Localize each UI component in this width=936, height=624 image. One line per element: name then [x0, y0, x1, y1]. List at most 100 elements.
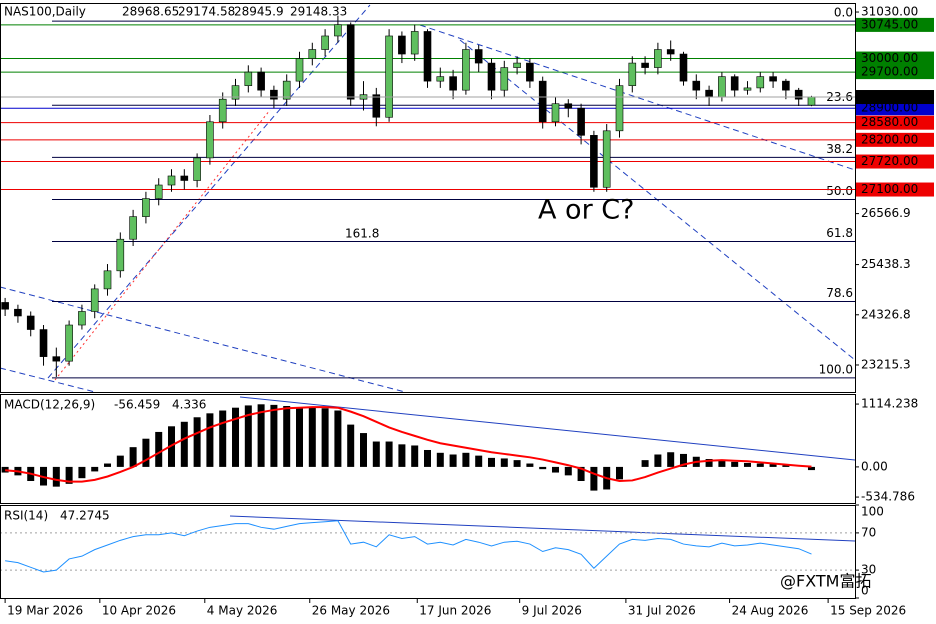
macd-bar — [615, 466, 623, 480]
x-tick-label: 17 Jun 2026 — [419, 604, 491, 618]
macd-bar — [180, 421, 188, 467]
macd-bar — [193, 417, 201, 467]
trend-line — [47, 4, 371, 379]
macd-bar — [257, 404, 265, 467]
level-label: 27100.00 — [861, 182, 918, 196]
level-box — [856, 154, 934, 169]
macd-bar — [334, 410, 342, 467]
macd-bar — [539, 466, 547, 470]
candle-body — [231, 85, 240, 100]
x-tick-label: 15 Sep 2026 — [830, 604, 906, 618]
candle-body — [513, 62, 521, 68]
plot-area: 31030.00 26566.9 25438.3 24326.8 23215.3 0.0 2… — [0, 5, 934, 618]
candle-body — [730, 76, 739, 91]
candle-body — [615, 85, 624, 132]
macd-bar — [667, 452, 675, 467]
signal-line — [5, 406, 812, 483]
candle-body — [180, 175, 189, 181]
candle-body — [756, 76, 765, 89]
candle-body — [654, 49, 662, 68]
level-label: 30745.00 — [861, 17, 918, 31]
candle-body — [282, 80, 291, 100]
candle-body — [769, 76, 777, 82]
header-high: 29174.58 — [178, 5, 235, 19]
macd-bar — [551, 466, 559, 473]
y-tick-label: -534.786 — [861, 490, 915, 504]
macd-bar — [155, 431, 163, 467]
annotation: A or C? — [538, 195, 634, 226]
candle-body — [39, 329, 48, 357]
rsi-title: RSI(14) — [4, 509, 48, 523]
candle-body — [398, 35, 406, 55]
candle-body — [551, 103, 560, 123]
candle-body — [462, 49, 470, 91]
macd-bar — [372, 441, 380, 467]
macd-bar — [360, 433, 368, 467]
y-tick-label: 23215.3 — [861, 357, 911, 371]
candle-body — [244, 71, 253, 86]
candle-body — [602, 130, 611, 188]
candle-body — [103, 270, 112, 290]
y-tick-label: 26566.9 — [861, 206, 911, 220]
macd-bar — [743, 462, 751, 467]
y-tick-label: 0 — [861, 584, 869, 598]
candle-body — [743, 87, 752, 91]
x-tick-label: 24 Aug 2026 — [732, 604, 809, 618]
fib-label: 61.8 — [826, 226, 853, 240]
y-tick-label: 0.00 — [861, 459, 888, 473]
candle-body — [410, 31, 419, 55]
candle-body — [666, 49, 675, 55]
header-low: 28945.9 — [234, 5, 284, 19]
macd-panel-frame — [0, 394, 856, 504]
candle-body — [218, 98, 227, 123]
level-label: 28900.00 — [861, 101, 918, 115]
y-tick-label: 100 — [861, 505, 884, 519]
macd-bar — [475, 455, 483, 467]
level-label: 30000.00 — [861, 51, 918, 65]
candle-body — [167, 175, 176, 186]
macd-bar — [283, 405, 291, 467]
fib-label: 0.0 — [834, 6, 853, 20]
candle-body — [807, 96, 816, 106]
macd-bar — [270, 404, 278, 467]
macd-bar — [487, 457, 495, 467]
macd-bar — [219, 410, 227, 467]
macd-bar — [142, 438, 150, 467]
candle-body — [321, 35, 329, 50]
candle-body — [449, 76, 457, 91]
level-box — [856, 182, 934, 197]
candle-body — [129, 216, 137, 240]
macd-bar — [232, 407, 240, 467]
macd-bar — [641, 460, 649, 467]
macd-bar — [782, 465, 790, 467]
macd-bar — [104, 463, 112, 467]
trend-line — [0, 367, 96, 393]
macd-bar — [756, 463, 764, 467]
candle-body — [718, 76, 726, 98]
macd-bar — [116, 455, 124, 467]
macd-bar — [398, 444, 406, 467]
macd-bar — [424, 449, 431, 467]
fib-label: 78.6 — [826, 286, 853, 300]
candle-body — [423, 31, 432, 82]
macd-bar — [347, 424, 355, 467]
macd-bar — [321, 408, 329, 467]
candle-body — [334, 24, 342, 37]
candle-body — [436, 76, 445, 82]
candle-body — [372, 94, 381, 118]
header-open: 28968.65 — [122, 5, 179, 19]
candle-body — [52, 356, 61, 362]
y-tick-label: 24326.8 — [861, 307, 911, 321]
macd-bar — [78, 466, 86, 479]
rsi-line — [5, 520, 812, 573]
macd-bar — [679, 453, 687, 467]
macd-bar — [449, 454, 457, 467]
y-tick-label: 31030.00 — [861, 5, 918, 19]
candle-body — [346, 24, 355, 100]
level-box — [856, 101, 934, 116]
price-box — [856, 90, 934, 105]
x-tick-label: 9 Jul 2026 — [522, 604, 582, 618]
candle-body — [90, 288, 99, 312]
macd-bar — [65, 466, 73, 484]
